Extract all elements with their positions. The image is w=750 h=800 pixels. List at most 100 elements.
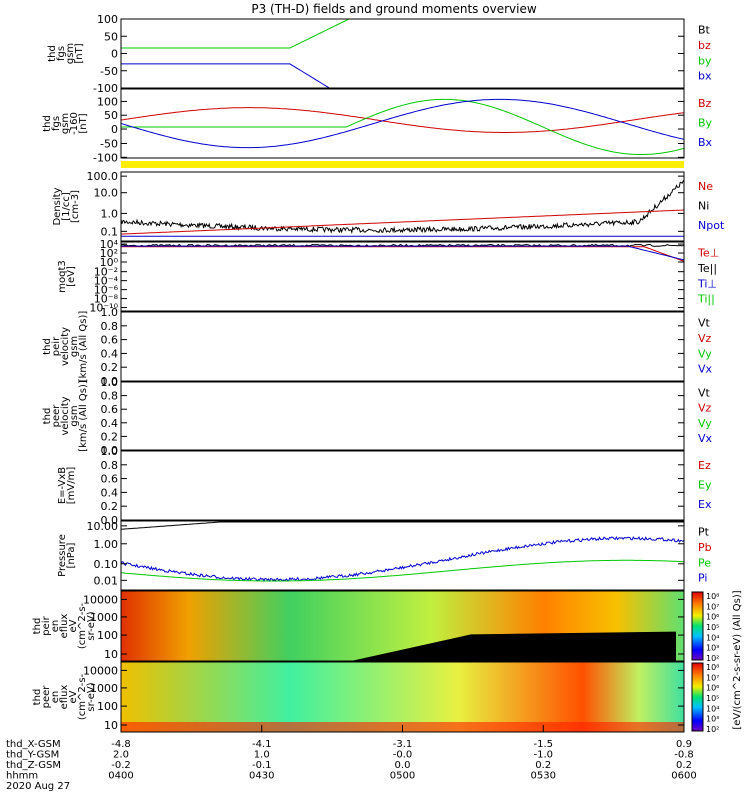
colorbar-tick: 10⁷: [706, 602, 719, 611]
ylabel-peer_eflux: sr-eV): [86, 682, 97, 711]
panel-frame-fgs_gsm: [120, 18, 685, 89]
panels: 100500-50-100thdfgsgsm[nT]Btbzbybx100500…: [32, 13, 725, 733]
colorbar-tick: 10³: [706, 715, 719, 724]
colorbars: 10⁸10⁷10⁶10⁵10⁴10³10²10⁸10⁷10⁶10⁵10⁴10³1…: [691, 590, 743, 734]
x-row-label: hhmm: [6, 771, 38, 782]
legend-fgs_gsm: bz: [698, 39, 711, 52]
trace-pressure-black: [121, 521, 684, 530]
ytick-label-fgs_gsm: 100: [97, 13, 118, 26]
ytick-label-efield: 0.8: [101, 459, 119, 472]
colorbar-tick: 10⁴: [706, 704, 719, 713]
x-tick-label-y_gsm: 1.0: [254, 750, 270, 761]
ylabel-fgs_gsm: fgs: [56, 46, 67, 61]
ytick-label-temp: 10⁻¹⁰: [89, 302, 118, 315]
ytick-label-fgs_gsm: 0: [111, 48, 118, 61]
legend-density: Npot: [698, 219, 725, 232]
x-row-label: thd_Y-GSM: [6, 750, 59, 761]
panel-frame-pressure: [120, 520, 685, 591]
ylabel-peir_eflux: peir: [41, 615, 52, 635]
ylabel-temp: [eV]: [66, 266, 77, 287]
panel-frame-peer_vel: [120, 381, 685, 451]
ylabel-peer_vel: [km/s (All Qs)]: [78, 380, 89, 452]
ylabel-peer_vel: peer: [51, 404, 62, 428]
x-tick-label-x_gsm: -1.5: [533, 739, 553, 750]
colorbar-tick: 10⁸: [706, 663, 719, 672]
x-tick-label-hhmm: 0500: [390, 771, 415, 782]
x-tick-label-y_gsm: -0.8: [674, 750, 694, 761]
ytick-label-fgs_gsm_lim: -100: [93, 151, 118, 164]
ylabel-density: [1/cc]: [61, 192, 72, 221]
ylabel-peir_vel: [km/s (All Qs)]: [78, 311, 89, 383]
x-tick-label-x_gsm: -4.1: [252, 739, 272, 750]
ylabel-peer_eflux: eflux: [59, 685, 70, 710]
ylabel-fgs_gsm_lim: gsm: [60, 113, 71, 134]
ytick-label-peir_eflux: 10000: [83, 593, 118, 606]
x-tick-label-hhmm: 0530: [531, 771, 556, 782]
ylabel-peir_eflux: eV: [68, 619, 79, 632]
ytick-label-peer_eflux: 1000: [90, 682, 118, 695]
ytick-label-peir_eflux: 100: [97, 629, 118, 642]
legend-fgs_gsm: by: [698, 54, 712, 67]
trace-fgs_gsm-blue: [121, 63, 331, 88]
ytick-label-fgs_gsm: -100: [93, 82, 118, 95]
ytick-label-pressure: 1.00: [94, 538, 119, 551]
x-tick-label-x_gsm: 0.9: [676, 739, 692, 750]
trace-fgs_gsm_lim-red: [121, 107, 684, 133]
trace-temp-blue: [121, 245, 684, 261]
ytick-label-temp: 10⁻⁸: [94, 293, 119, 306]
panel-peir_vel: 1.00.80.60.40.20.0thdpeirvelocitygsm[km/…: [42, 306, 713, 388]
ylabel-peir_vel: velocity: [60, 327, 71, 366]
ytick-label-efield: 0.6: [101, 473, 119, 486]
trace-density-red: [121, 209, 684, 235]
colorbar-tick: 10⁴: [706, 633, 719, 642]
legend-pressure: Pi: [698, 572, 707, 585]
state-bar: [121, 161, 684, 168]
panel-frame-density: [120, 171, 685, 242]
ytick-label-peer_eflux: 100: [97, 700, 118, 713]
ylabel-fgs_gsm: thd: [47, 45, 58, 62]
trace-pressure-blue: [121, 535, 684, 583]
trace-fgs_gsm_lim-blue: [121, 98, 684, 149]
ylabel-peer_vel: velocity: [60, 396, 71, 435]
legend-temp: Te||: [697, 262, 717, 275]
ytick-label-density: 0.1: [101, 225, 119, 238]
legend-fgs_gsm_lim: Bx: [698, 136, 713, 149]
ylabel-pressure: [nPa]: [66, 542, 77, 568]
colorbar-tick: 10³: [706, 644, 719, 653]
ytick-label-peer_eflux: 10000: [83, 664, 118, 677]
ylabel-pressure: Pressure: [57, 534, 68, 577]
ytick-label-efield: 1.0: [101, 445, 119, 458]
colorbar-tick: 10⁵: [706, 623, 719, 632]
ytick-label-fgs_gsm: -50: [100, 65, 118, 78]
ylabel-fgs_gsm: gsm: [65, 43, 76, 64]
ytick-label-density: 10.0: [94, 187, 119, 200]
ylabel-peer_vel: thd: [42, 408, 53, 425]
ylabel-peer_eflux: (cm^2-s-: [77, 673, 88, 720]
ylabel-fgs_gsm: [nT]: [74, 43, 85, 63]
ylabel-fgs_gsm_lim: fgs: [51, 116, 62, 131]
legend-peer_vel: Vz: [698, 402, 712, 415]
ylabel-efield: E=-VxB: [57, 467, 68, 504]
ytick-label-temp: 10⁴: [100, 238, 119, 251]
trace-density-black: [121, 179, 684, 235]
ylabel-density: Density: [52, 187, 63, 225]
ytick-label-fgs_gsm_lim: -50: [100, 138, 118, 151]
x-tick-label-y_gsm: 2.0: [113, 750, 129, 761]
ytick-label-temp: 10²: [100, 247, 118, 260]
ytick-label-peer_vel: 0.6: [101, 403, 119, 416]
trace-fgs_gsm-green: [121, 19, 351, 49]
legend-peer_vel: Vt: [698, 387, 711, 400]
ylabel-peir_eflux: sr-eV): [86, 611, 97, 640]
legend-peir_vel: Vy: [698, 347, 712, 360]
trace-temp-red: [121, 246, 684, 262]
ylabel-peer_vel: gsm: [69, 405, 80, 426]
ytick-label-peir_vel: 0.0: [101, 375, 119, 388]
legend-peer_vel: Vy: [698, 417, 712, 430]
ytick-label-peir_vel: 0.8: [101, 320, 119, 333]
ylabel-peir_vel: thd: [42, 338, 53, 355]
colorbar-tick: 10⁶: [706, 613, 719, 622]
ylabel-fgs_gsm_lim: -160: [69, 112, 80, 135]
colorbar-0: [691, 591, 704, 661]
